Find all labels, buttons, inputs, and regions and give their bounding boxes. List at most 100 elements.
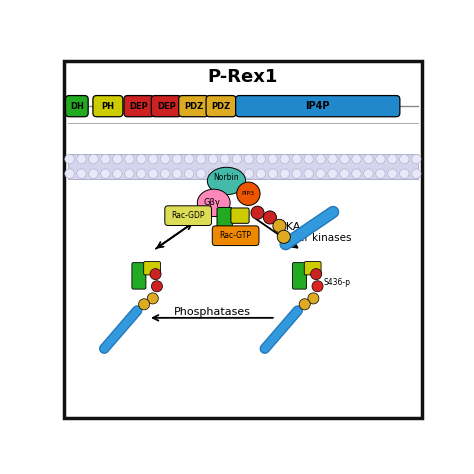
- FancyBboxPatch shape: [64, 61, 422, 418]
- Circle shape: [125, 169, 134, 178]
- Circle shape: [400, 169, 409, 178]
- Circle shape: [352, 155, 361, 164]
- FancyBboxPatch shape: [236, 96, 400, 117]
- Circle shape: [232, 169, 242, 178]
- Circle shape: [161, 155, 170, 164]
- Text: P-Rex1: P-Rex1: [208, 68, 278, 86]
- FancyBboxPatch shape: [206, 96, 236, 117]
- Circle shape: [208, 169, 218, 178]
- Circle shape: [340, 155, 349, 164]
- Circle shape: [237, 182, 260, 205]
- Circle shape: [411, 155, 421, 164]
- Circle shape: [147, 293, 158, 304]
- Circle shape: [65, 155, 74, 164]
- Text: Other kinases: Other kinases: [279, 233, 352, 243]
- Circle shape: [304, 169, 313, 178]
- Circle shape: [208, 155, 218, 164]
- Text: DH: DH: [70, 101, 84, 110]
- Circle shape: [244, 169, 254, 178]
- Circle shape: [138, 299, 150, 310]
- FancyBboxPatch shape: [217, 208, 232, 231]
- Circle shape: [388, 169, 397, 178]
- Circle shape: [137, 155, 146, 164]
- Circle shape: [100, 155, 110, 164]
- Text: Phosphatases: Phosphatases: [173, 307, 250, 318]
- FancyBboxPatch shape: [231, 208, 249, 223]
- Circle shape: [77, 169, 86, 178]
- Text: PDZ: PDZ: [211, 101, 231, 110]
- Circle shape: [292, 169, 301, 178]
- FancyBboxPatch shape: [124, 96, 154, 117]
- FancyBboxPatch shape: [179, 96, 209, 117]
- Text: PDZ: PDZ: [184, 101, 203, 110]
- Circle shape: [388, 155, 397, 164]
- Circle shape: [148, 155, 158, 164]
- Circle shape: [376, 155, 385, 164]
- FancyBboxPatch shape: [93, 96, 123, 117]
- Text: IP4P: IP4P: [306, 101, 330, 111]
- Circle shape: [196, 169, 206, 178]
- Text: PIP3: PIP3: [242, 191, 255, 196]
- Circle shape: [125, 155, 134, 164]
- Circle shape: [277, 230, 291, 243]
- Circle shape: [89, 155, 98, 164]
- Circle shape: [113, 155, 122, 164]
- Circle shape: [150, 269, 161, 280]
- Circle shape: [316, 169, 325, 178]
- Bar: [68, 154, 418, 179]
- Circle shape: [161, 169, 170, 178]
- Circle shape: [220, 169, 230, 178]
- Circle shape: [304, 155, 313, 164]
- Circle shape: [251, 206, 264, 219]
- Circle shape: [310, 269, 322, 280]
- FancyBboxPatch shape: [151, 96, 181, 117]
- Circle shape: [328, 155, 337, 164]
- Circle shape: [173, 155, 182, 164]
- Text: Gβγ: Gβγ: [203, 199, 220, 207]
- FancyBboxPatch shape: [292, 263, 307, 289]
- Circle shape: [65, 169, 74, 178]
- Circle shape: [316, 155, 325, 164]
- FancyBboxPatch shape: [144, 262, 161, 275]
- Circle shape: [268, 155, 278, 164]
- Circle shape: [328, 169, 337, 178]
- Circle shape: [89, 169, 98, 178]
- Circle shape: [196, 155, 206, 164]
- Circle shape: [400, 155, 409, 164]
- Circle shape: [308, 293, 319, 304]
- FancyBboxPatch shape: [132, 263, 146, 289]
- Circle shape: [256, 169, 265, 178]
- Text: DEP: DEP: [129, 101, 148, 110]
- Ellipse shape: [207, 167, 246, 195]
- Circle shape: [184, 169, 194, 178]
- FancyBboxPatch shape: [165, 206, 211, 226]
- Circle shape: [376, 169, 385, 178]
- Text: S436-p: S436-p: [324, 278, 351, 287]
- Circle shape: [264, 211, 276, 224]
- Circle shape: [273, 219, 286, 232]
- Circle shape: [100, 169, 110, 178]
- Circle shape: [148, 169, 158, 178]
- Circle shape: [268, 169, 278, 178]
- Text: Norbin: Norbin: [214, 173, 239, 182]
- Circle shape: [77, 155, 86, 164]
- Circle shape: [280, 155, 290, 164]
- Ellipse shape: [197, 189, 230, 217]
- Circle shape: [340, 169, 349, 178]
- Circle shape: [137, 169, 146, 178]
- Circle shape: [411, 169, 421, 178]
- Circle shape: [220, 155, 230, 164]
- Circle shape: [184, 155, 194, 164]
- Circle shape: [292, 155, 301, 164]
- Circle shape: [280, 169, 290, 178]
- Circle shape: [151, 281, 163, 292]
- Circle shape: [364, 169, 373, 178]
- Text: Rac-GTP: Rac-GTP: [219, 231, 252, 240]
- Circle shape: [173, 169, 182, 178]
- Text: Rac-GDP: Rac-GDP: [172, 211, 205, 220]
- Text: PH: PH: [101, 101, 114, 110]
- Text: DEP: DEP: [157, 101, 176, 110]
- FancyBboxPatch shape: [212, 226, 259, 246]
- Circle shape: [312, 281, 323, 292]
- Circle shape: [244, 155, 254, 164]
